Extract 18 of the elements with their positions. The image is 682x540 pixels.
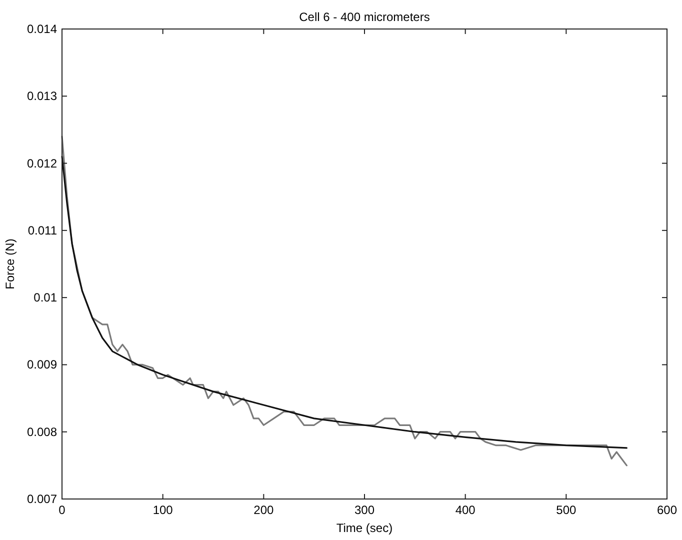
y-tick-label: 0.009 bbox=[26, 358, 58, 372]
y-tick-label: 0.012 bbox=[26, 156, 58, 170]
x-tick-label: 500 bbox=[556, 503, 576, 517]
y-axis-title: Force (N) bbox=[3, 238, 17, 290]
x-tick-label: 0 bbox=[58, 503, 66, 517]
y-tick-label: 0.011 bbox=[28, 223, 58, 238]
x-tick-label: 400 bbox=[455, 503, 476, 517]
y-tick-label: 0.008 bbox=[26, 424, 58, 439]
y-tick-label: 0.007 bbox=[26, 492, 58, 506]
chart-title: Cell 6 - 400 micrometers bbox=[299, 10, 430, 24]
x-tick-label: 100 bbox=[152, 503, 174, 517]
x-tick-label: 300 bbox=[354, 503, 375, 517]
x-tick-label: 600 bbox=[656, 503, 678, 517]
x-axis-title: Time (sec) bbox=[336, 521, 393, 535]
y-tick-label: 0.014 bbox=[26, 22, 58, 36]
y-tick-label: 0.01 bbox=[34, 290, 58, 305]
x-tick-label: 200 bbox=[254, 503, 274, 517]
y-tick-label: 0.013 bbox=[26, 89, 58, 104]
